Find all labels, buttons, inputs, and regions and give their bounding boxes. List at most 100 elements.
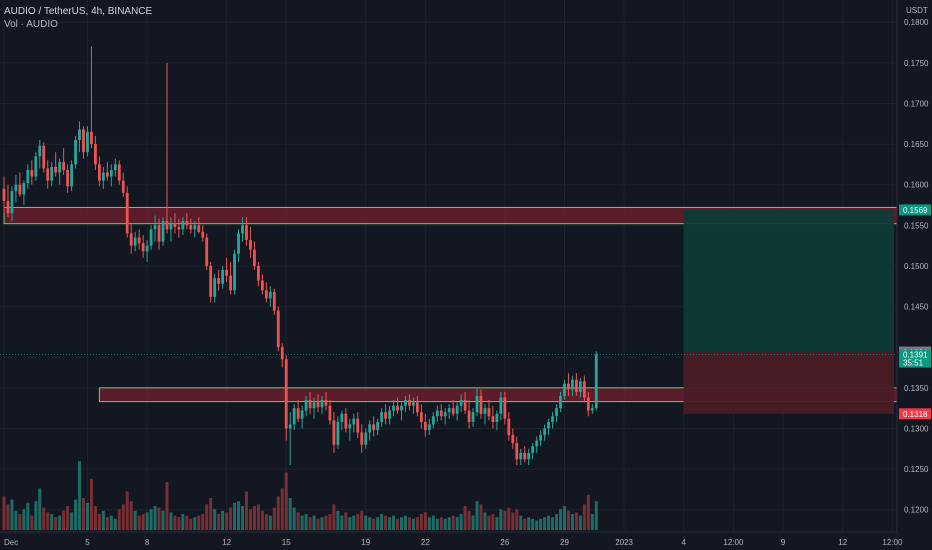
volume-bar	[153, 506, 157, 530]
volume-bar	[256, 504, 260, 530]
candle-body	[336, 421, 340, 445]
candle-body	[304, 400, 308, 411]
candle-body	[94, 144, 97, 165]
volume-bar	[193, 517, 197, 530]
position-profit-area	[683, 209, 894, 353]
volume-bar	[6, 504, 10, 530]
time-tick-label: 22	[421, 538, 430, 547]
candle-body	[288, 424, 292, 429]
countdown-label: 35:51	[903, 359, 924, 368]
candle-body	[292, 408, 296, 425]
candle-body	[360, 432, 364, 445]
volume-bar	[205, 504, 209, 530]
candle-body	[388, 410, 391, 419]
candle-body	[157, 225, 161, 242]
candle-body	[253, 249, 256, 266]
volume-bar	[97, 514, 101, 530]
candle-body	[241, 225, 244, 234]
volume-bar	[574, 512, 578, 530]
candle-body	[328, 405, 332, 421]
volume-bar	[197, 515, 201, 530]
volume-bar	[85, 502, 89, 530]
volume-bar	[467, 510, 471, 530]
volume-bar	[260, 510, 264, 530]
candle-body	[547, 421, 550, 429]
candle-body	[348, 424, 352, 429]
candle-body	[368, 424, 372, 433]
candle-body	[10, 191, 14, 214]
candle-body	[483, 408, 487, 414]
candle-body	[237, 233, 240, 254]
candle-body	[571, 379, 574, 390]
volume-bar	[459, 514, 463, 530]
volume-bar	[252, 506, 256, 530]
volume-bar	[22, 509, 26, 530]
candle-body	[121, 180, 125, 193]
volume-bar	[384, 515, 388, 530]
candle-body	[491, 416, 495, 422]
volume-bar	[276, 496, 280, 530]
price-axis: USDT 0.1800 0.1750 0.1700 0.1650 0.1600 0.1550…	[896, 0, 932, 550]
volume-bar	[129, 501, 133, 530]
candle-body	[586, 397, 590, 411]
volume-bar	[463, 506, 467, 530]
candle-body	[312, 402, 316, 409]
volume-bar	[515, 509, 519, 530]
candle-body	[332, 420, 336, 445]
volume-bar	[570, 514, 574, 530]
volume-bar	[137, 515, 141, 530]
volume-bar	[288, 498, 292, 530]
volume-bar	[582, 504, 586, 530]
volume-bar	[380, 514, 384, 530]
volume-bar	[101, 510, 105, 530]
volume-bar	[26, 502, 30, 530]
volume-bar	[578, 515, 582, 530]
time-tick-label: 26	[500, 538, 509, 547]
volume-bar	[511, 512, 515, 530]
candle-body	[264, 290, 268, 299]
volume-bar	[407, 517, 411, 530]
volume-bar	[594, 501, 598, 530]
volume-bar	[523, 518, 527, 530]
volume-bar	[189, 518, 193, 530]
candle-body	[582, 381, 586, 398]
volume-bar	[149, 509, 153, 530]
candle-body	[38, 145, 42, 157]
candle-body	[78, 129, 81, 140]
volume-bar	[113, 518, 117, 530]
candle-body	[404, 400, 407, 406]
price-tag-label-stop: 0.1318	[903, 410, 928, 419]
candle-body	[177, 226, 181, 230]
last-price-tag	[899, 349, 931, 368]
volume-bar	[396, 518, 400, 530]
volume-bar	[427, 517, 431, 530]
price-axis-unit: USDT	[906, 6, 928, 15]
candle-body	[86, 131, 89, 153]
candle-body	[217, 278, 221, 284]
candle-body	[563, 383, 566, 396]
volume-bar	[324, 515, 328, 530]
volume-bar	[328, 514, 332, 530]
volume-bar	[419, 514, 423, 530]
candle-body	[197, 225, 201, 232]
volume-bar	[280, 488, 284, 530]
candle-body	[272, 291, 276, 311]
candle-body	[62, 161, 66, 171]
volume-bar	[503, 510, 507, 530]
candle-body	[189, 225, 193, 230]
candle-body	[578, 381, 582, 392]
candle-body	[129, 233, 133, 246]
volume-bar	[42, 507, 46, 530]
volume-bar	[173, 515, 177, 530]
candle-body	[113, 164, 117, 171]
volume-bar	[435, 518, 439, 530]
candle-body	[98, 164, 101, 181]
volume-bar	[483, 512, 487, 530]
price-tick-label: 0.1550	[904, 221, 929, 230]
candle-body	[229, 275, 232, 291]
volume-bar	[447, 517, 451, 530]
candle-body	[451, 408, 455, 414]
volume-bar	[443, 518, 447, 530]
volume-bar	[559, 509, 562, 530]
